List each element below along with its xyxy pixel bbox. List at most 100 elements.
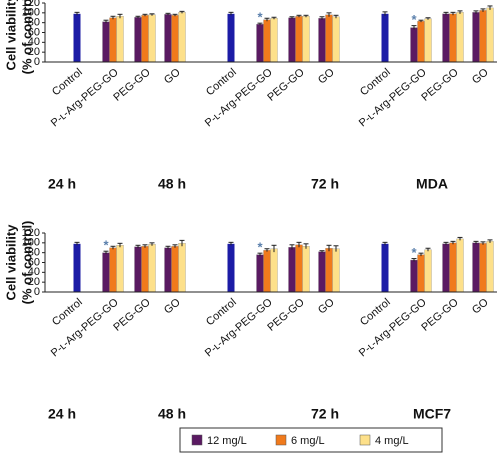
- y-tick-label: 100: [22, 7, 40, 19]
- x-tick-label: P-ʟ-Arg-PEG-GO: [203, 296, 275, 359]
- y-axis-label: (% of control): [19, 0, 34, 74]
- y-tick-label: 20: [28, 46, 40, 58]
- bar: [442, 243, 450, 293]
- y-tick-label: 80: [28, 17, 40, 29]
- bar: [109, 17, 117, 63]
- bar: [486, 7, 494, 63]
- panel-annotation: 48 h: [158, 176, 186, 192]
- bar: [479, 10, 487, 63]
- legend-label: 4 mg/L: [375, 435, 409, 447]
- y-axis-label: (% of control): [19, 221, 34, 305]
- significance-marker: *: [257, 10, 263, 25]
- y-tick-label: 60: [28, 26, 40, 38]
- y-tick-label: 40: [28, 36, 40, 48]
- x-tick-label: GO: [470, 66, 491, 86]
- bar: [486, 241, 494, 293]
- bar: [270, 248, 278, 293]
- panel-annotation: 24 h: [48, 176, 76, 192]
- x-tick-label: GO: [316, 66, 337, 86]
- x-tick-label: GO: [316, 296, 337, 316]
- legend-swatch: [359, 434, 371, 446]
- legend-swatch: [191, 434, 203, 446]
- x-tick-label: P-ʟ-Arg-PEG-GO: [357, 296, 429, 359]
- x-tick-label: PEG-GO: [265, 66, 307, 104]
- bar: [417, 21, 425, 63]
- significance-marker: *: [103, 238, 109, 253]
- bar: [263, 250, 271, 293]
- x-tick-label: GO: [162, 66, 183, 86]
- legend-label: 6 mg/L: [291, 435, 325, 447]
- bar: [449, 242, 457, 293]
- significance-marker: *: [411, 245, 417, 260]
- panel-annotation: MCF7: [413, 406, 451, 422]
- x-tick-label: PEG-GO: [111, 66, 153, 104]
- y-tick-label: 20: [28, 276, 40, 288]
- bar: [381, 243, 389, 292]
- bar: [109, 247, 117, 293]
- y-tick-label: 0: [34, 56, 40, 68]
- bar: [332, 248, 340, 293]
- y-tick-label: 100: [22, 237, 40, 249]
- x-tick-label: P-ʟ-Arg-PEG-GO: [49, 66, 121, 129]
- x-tick-label: P-ʟ-Arg-PEG-GO: [357, 66, 429, 129]
- bar: [171, 246, 179, 293]
- y-tick-label: 120: [22, 0, 40, 9]
- bar: [479, 243, 487, 293]
- bar: [227, 243, 235, 292]
- x-tick-label: PEG-GO: [419, 66, 461, 104]
- panel-annotation: 72 h: [311, 176, 339, 192]
- bar: [141, 246, 149, 293]
- x-tick-label: P-ʟ-Arg-PEG-GO: [49, 296, 121, 359]
- bar: [332, 16, 340, 63]
- bar: [134, 17, 142, 63]
- y-axis-label: Cell viability: [3, 224, 18, 301]
- bar: [171, 15, 179, 63]
- y-tick-label: 80: [28, 247, 40, 259]
- bar: [442, 13, 450, 63]
- y-tick-label: 60: [28, 256, 40, 268]
- bar: [148, 244, 156, 293]
- bar: [295, 244, 303, 293]
- bar: [102, 252, 110, 293]
- bar: [134, 246, 142, 293]
- legend-swatch: [275, 434, 287, 446]
- bar: [295, 16, 303, 63]
- x-tick-label: PEG-GO: [265, 296, 307, 334]
- legend-box: [179, 427, 443, 453]
- bar: [302, 246, 310, 293]
- bar: [449, 13, 457, 63]
- bar: [472, 12, 480, 63]
- bar: [148, 14, 156, 63]
- panel-annotation: MDA: [416, 176, 448, 192]
- bar: [325, 248, 333, 293]
- x-tick-label: PEG-GO: [419, 296, 461, 334]
- bar: [288, 17, 296, 63]
- bar: [116, 16, 124, 63]
- bar: [424, 18, 432, 63]
- bar: [472, 242, 480, 293]
- bar: [263, 19, 271, 63]
- bar: [410, 259, 418, 293]
- y-tick-label: 40: [28, 266, 40, 278]
- y-tick-label: 120: [22, 227, 40, 239]
- bar: [164, 14, 172, 63]
- significance-marker: *: [411, 12, 417, 27]
- bar: [456, 238, 464, 293]
- bar: [410, 27, 418, 63]
- bar: [456, 12, 464, 63]
- y-tick-label: 0: [34, 286, 40, 298]
- bar: [141, 15, 149, 63]
- panel-annotation: 24 h: [48, 406, 76, 422]
- bar: [288, 247, 296, 293]
- panel-annotation: 48 h: [158, 406, 186, 422]
- bar: [73, 243, 81, 292]
- x-tick-label: GO: [470, 296, 491, 316]
- bar: [270, 18, 278, 63]
- bar: [256, 23, 264, 63]
- bar: [302, 16, 310, 63]
- legend-label: 12 mg/L: [207, 435, 247, 447]
- bar: [424, 249, 432, 293]
- bar: [256, 254, 264, 293]
- y-axis-label: Cell viability: [3, 0, 18, 70]
